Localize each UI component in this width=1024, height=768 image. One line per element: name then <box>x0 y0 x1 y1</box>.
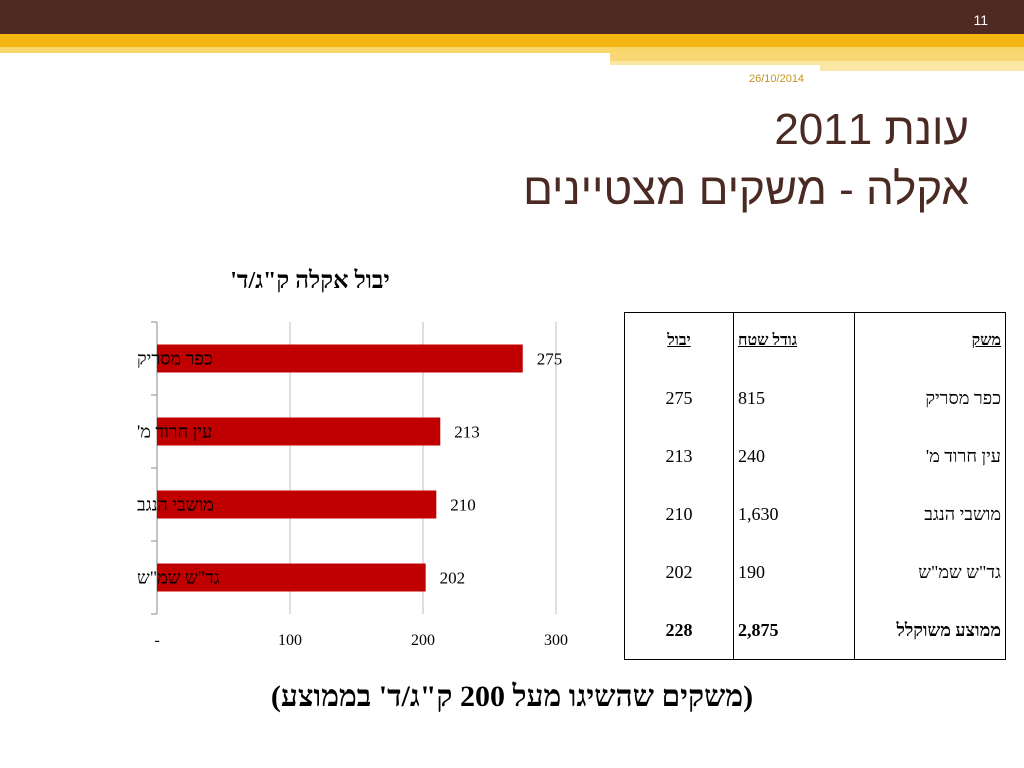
slide-date: 26/10/2014 <box>749 73 805 85</box>
bar <box>157 417 441 446</box>
footer-note: (משקים שהשיגו מעל 200 ק"ג/ד' בממוצע) <box>270 680 754 713</box>
table-row: 202 190 גד"ש שמ"ש <box>624 543 1006 601</box>
title-line-2: אקלה - משקים מצטיינים <box>523 165 969 214</box>
x-tick-label: 200 <box>411 632 435 649</box>
x-tick-label: - <box>154 632 159 649</box>
accent-stripe <box>610 53 1024 61</box>
table-row: 275 815 כפר מסריק <box>624 369 1006 427</box>
cell-farm: גד"ש שמ"ש <box>854 543 1006 601</box>
header-yield: יבול <box>624 312 734 369</box>
category-label: גד"ש שמ"ש <box>137 568 220 588</box>
bar <box>157 563 426 592</box>
data-label: 275 <box>537 350 563 369</box>
category-label: מושבי הנגב <box>137 495 214 515</box>
cell-area: 1,630 <box>733 485 855 543</box>
data-label: 213 <box>454 423 480 442</box>
category-label: כפר מסריק <box>137 349 213 369</box>
x-tick-label: 300 <box>544 632 568 649</box>
data-table: יבול גודל שטח משק 275 815 כפר מסריק 213 … <box>624 312 1006 660</box>
table-row: 213 240 עין חרוד מ' <box>624 427 1006 485</box>
header-farm: משק <box>854 312 1006 369</box>
accent-stripe <box>610 61 1024 65</box>
slide-number: 11 <box>973 12 988 28</box>
x-tick-label: 100 <box>278 632 302 649</box>
slide-title: עונת 2011 אקלה - משקים מצטיינים <box>523 100 969 220</box>
cell-area: 815 <box>733 369 855 427</box>
accent-stripe <box>0 47 1024 53</box>
table-average-row: 228 2,875 ממוצע משוקלל <box>624 601 1006 660</box>
data-label: 210 <box>450 496 476 515</box>
table-header-row: יבול גודל שטח משק <box>624 312 1006 369</box>
accent-stripe <box>820 65 1024 71</box>
cell-yield: 210 <box>624 485 734 543</box>
data-label: 202 <box>440 569 466 588</box>
header-area: גודל שטח <box>733 312 855 369</box>
chart-title: יבול אקלה ק"ג/ד' <box>230 268 390 294</box>
cell-yield: 213 <box>624 427 734 485</box>
cell-yield: 202 <box>624 543 734 601</box>
cell-farm: כפר מסריק <box>854 369 1006 427</box>
bar <box>157 490 437 519</box>
cell-farm: מושבי הנגב <box>854 485 1006 543</box>
title-line-1: עונת 2011 <box>774 105 969 154</box>
bar <box>157 344 523 373</box>
cell-area: 240 <box>733 427 855 485</box>
table-row: 210 1,630 מושבי הנגב <box>624 485 1006 543</box>
cell-area: 2,875 <box>733 601 855 660</box>
category-label: עין חרוד מ' <box>137 422 212 442</box>
cell-farm: ממוצע משוקלל <box>854 601 1006 660</box>
cell-yield: 275 <box>624 369 734 427</box>
accent-stripe <box>0 34 1024 47</box>
top-bar: 11 <box>0 0 1024 34</box>
cell-area: 190 <box>733 543 855 601</box>
cell-farm: עין חרוד מ' <box>854 427 1006 485</box>
cell-yield: 228 <box>624 601 734 660</box>
